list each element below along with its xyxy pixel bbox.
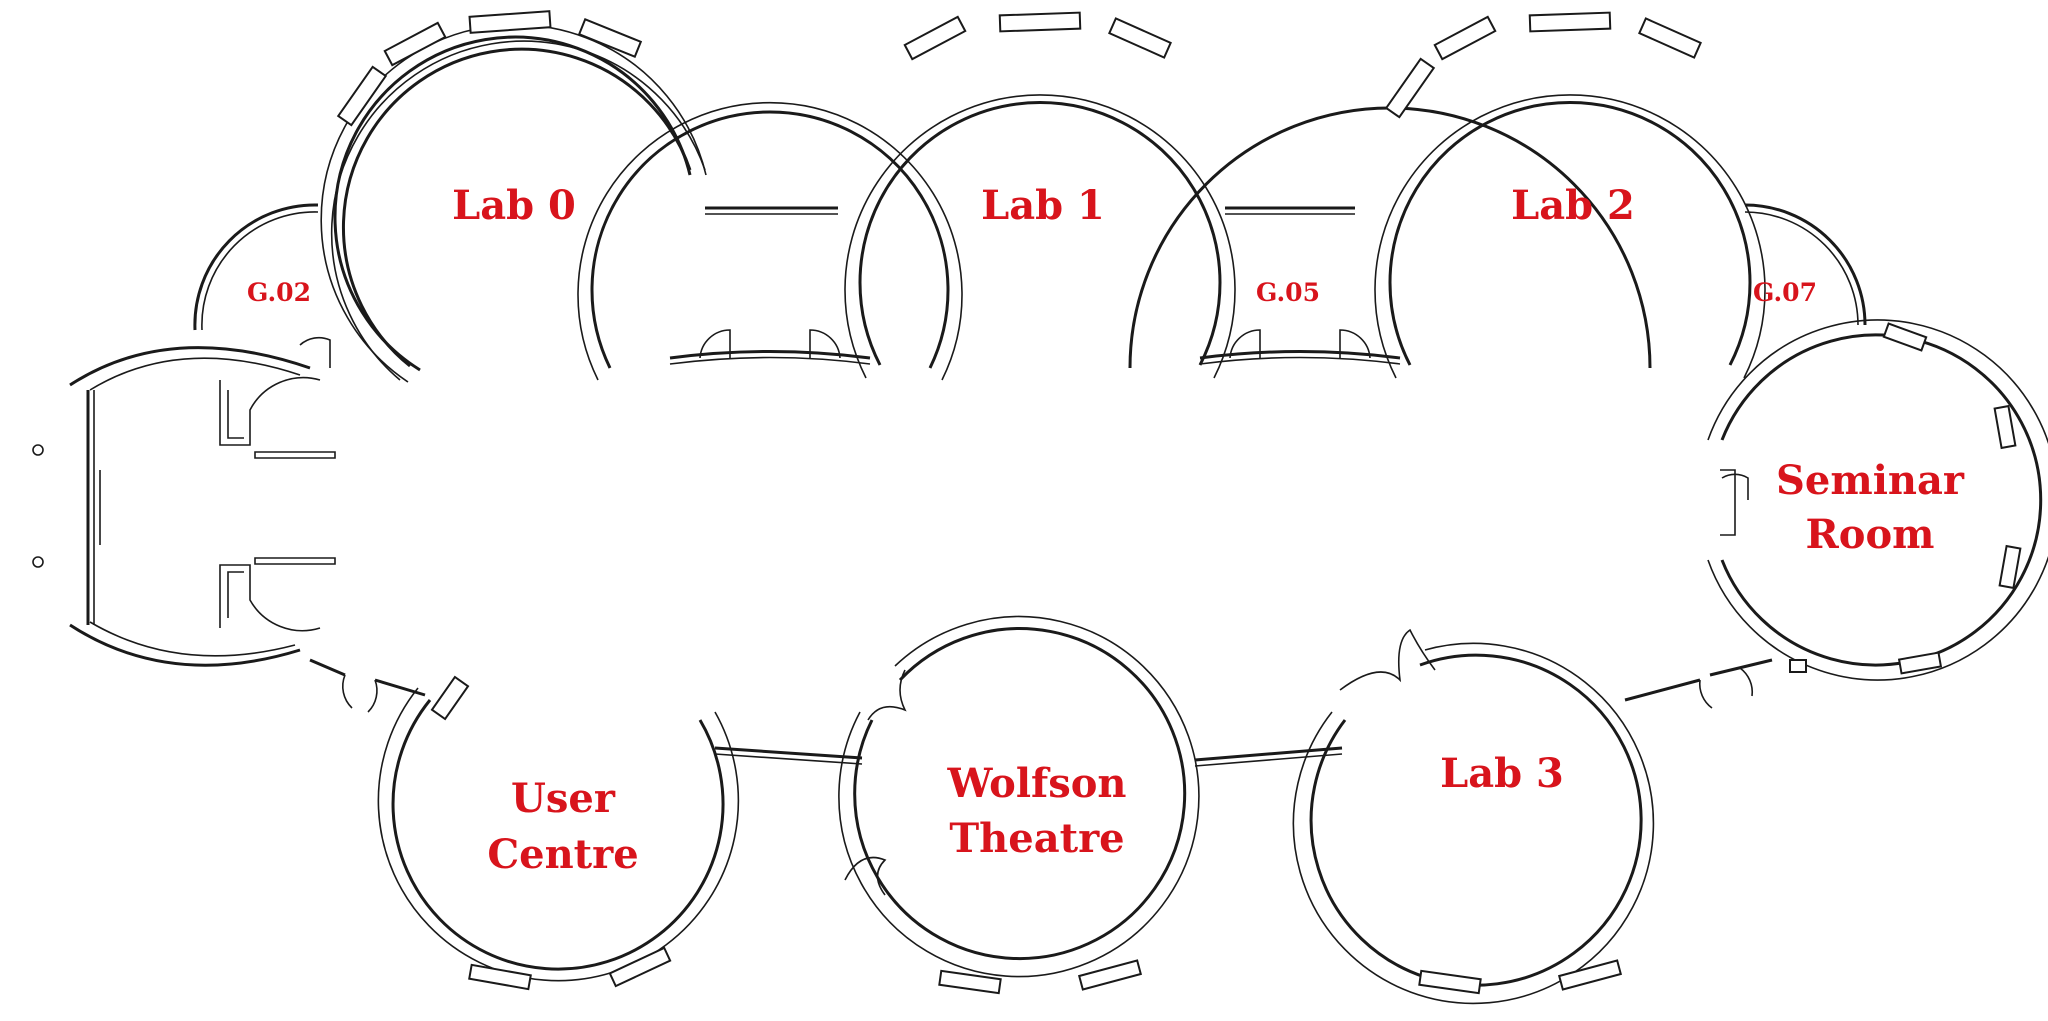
label-lab3: Lab 3 xyxy=(1440,750,1564,797)
room-wolfson[interactable] xyxy=(838,615,1200,978)
label-g05: G.05 xyxy=(1256,278,1320,307)
top-connectors xyxy=(669,206,1401,365)
label-user-centre-line1: User xyxy=(511,775,616,822)
room-g02[interactable] xyxy=(193,203,319,331)
label-seminar-line2: Room xyxy=(1806,511,1935,558)
label-seminar-line1: Seminar xyxy=(1776,457,1965,504)
room-lab2[interactable] xyxy=(1128,106,1652,369)
label-lab2: Lab 2 xyxy=(1511,182,1635,229)
top-circles xyxy=(320,24,1766,383)
label-g02: G.02 xyxy=(247,278,311,307)
label-wolfson-line2: Theatre xyxy=(949,815,1124,862)
room-seminar[interactable] xyxy=(1707,319,2048,681)
room-lab3[interactable] xyxy=(1292,628,1655,1005)
label-g07: G.07 xyxy=(1753,278,1817,307)
label-lab0: Lab 0 xyxy=(452,182,576,229)
room-lab0[interactable] xyxy=(330,40,706,381)
label-wolfson-line1: Wolfson xyxy=(946,760,1126,807)
room-user-centre[interactable] xyxy=(377,675,740,982)
bottom-windows xyxy=(468,946,1623,995)
room-g07[interactable] xyxy=(1744,203,1867,326)
bottom-connectors xyxy=(309,658,1773,767)
entrance[interactable] xyxy=(32,336,336,667)
room-lab1[interactable] xyxy=(577,101,963,381)
label-lab1: Lab 1 xyxy=(981,182,1105,229)
top-windows xyxy=(336,10,1702,127)
label-user-centre-line2: Centre xyxy=(487,831,638,878)
